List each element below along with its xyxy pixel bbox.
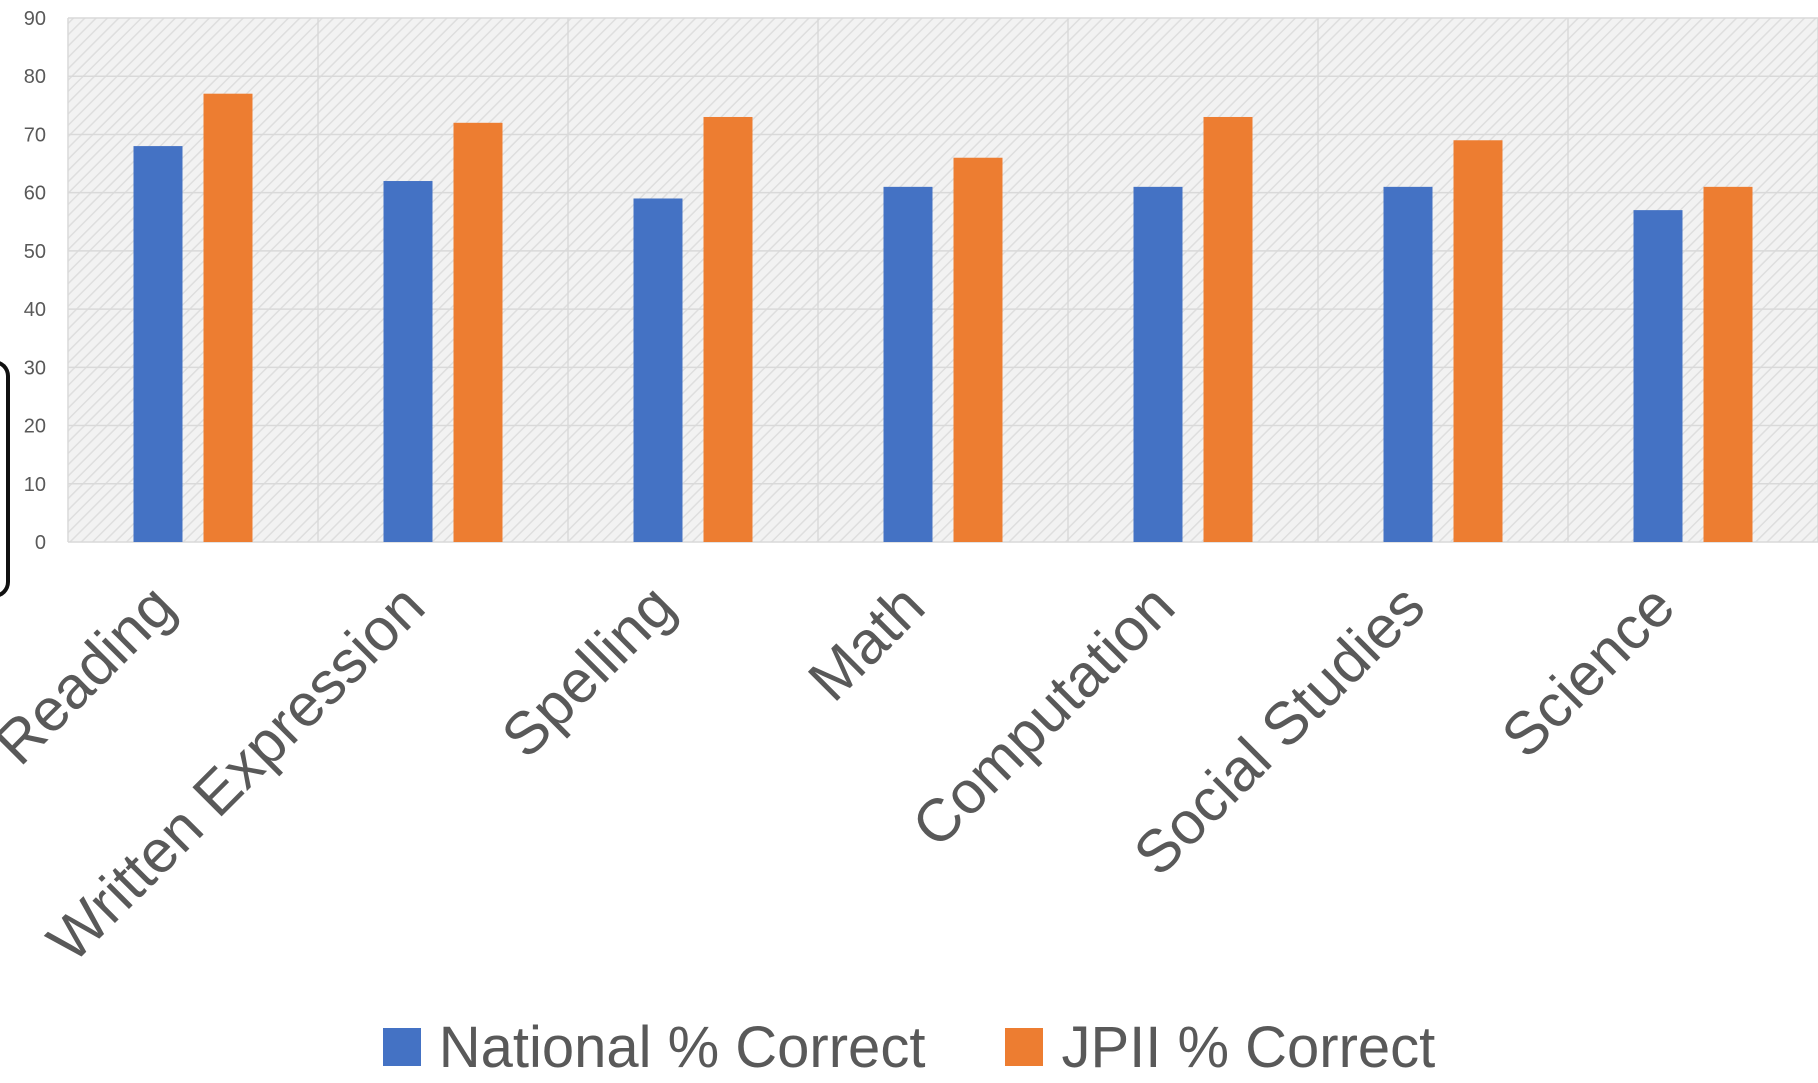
y-tick-label: 50	[24, 241, 46, 263]
bar-national-computation	[1133, 186, 1183, 542]
y-tick-label: 40	[24, 299, 46, 321]
y-tick-label: 30	[24, 357, 46, 379]
bar-national-written-expression	[383, 181, 433, 542]
y-tick-label: 0	[35, 532, 46, 554]
bar-jpii-science	[1703, 186, 1753, 542]
legend: National % Correct JPII % Correct	[0, 1012, 1818, 1082]
x-tick-label: Science	[1489, 572, 1687, 770]
legend-label-national: National % Correct	[438, 1014, 926, 1080]
x-tick-label: Spelling	[489, 572, 687, 770]
bar-jpii-reading	[203, 93, 253, 542]
bar-national-spelling	[633, 198, 683, 542]
left-bracket-decoration	[0, 360, 10, 598]
y-tick-label: 10	[24, 474, 46, 496]
bar-national-math	[883, 186, 933, 542]
y-tick-label: 80	[24, 66, 46, 88]
y-tick-label: 60	[24, 183, 46, 205]
y-tick-label: 70	[24, 124, 46, 146]
legend-item-national: National % Correct	[382, 1014, 926, 1081]
bar-jpii-written-expression	[453, 122, 503, 543]
bar-jpii-social-studies	[1453, 140, 1503, 542]
bar-jpii-spelling	[703, 116, 753, 542]
legend-swatch-national	[382, 1028, 421, 1066]
x-tick-label: Reading	[0, 572, 187, 777]
legend-label-jpii: JPII % Correct	[1061, 1014, 1436, 1080]
bar-jpii-computation	[1203, 116, 1253, 542]
x-tick-label: Math	[795, 572, 937, 714]
bar-national-social-studies	[1383, 186, 1433, 542]
legend-item-jpii: JPII % Correct	[1005, 1014, 1435, 1081]
bar-jpii-math	[953, 157, 1003, 542]
legend-swatch-jpii	[1005, 1028, 1044, 1066]
y-tick-label: 20	[24, 416, 46, 438]
plot-background	[68, 18, 1818, 542]
bar-national-science	[1633, 210, 1683, 542]
y-tick-label: 90	[24, 8, 46, 30]
bar-national-reading	[133, 146, 183, 543]
